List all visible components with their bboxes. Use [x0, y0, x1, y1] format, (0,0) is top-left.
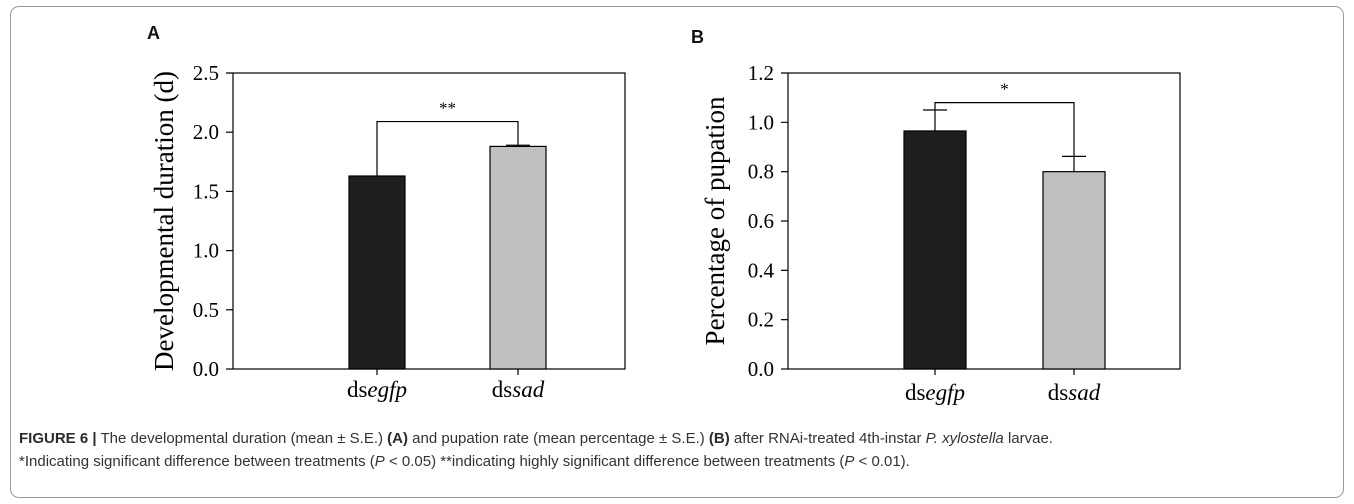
- panel-b-bar: [903, 130, 967, 370]
- panel-b-significance-label: *: [1000, 80, 1009, 99]
- panel-a-ytick-label: 1.5: [193, 179, 219, 203]
- panel-a-significance-label: **: [439, 99, 456, 118]
- panel-a-ylabel: Developmental duration (d): [149, 71, 179, 371]
- panel-b-chart: B 0.0 0.2 0.4 0.6 0.8 1.0 1.2 Percentage of pupa…: [691, 27, 1181, 405]
- panel-b-category-label: dssad: [1048, 380, 1101, 405]
- figure-label: FIGURE 6 |: [19, 430, 97, 447]
- caption-text-6: < 0.05) **indicating highly significant …: [384, 453, 845, 470]
- panel-b-ytick-label: 0.2: [748, 308, 774, 332]
- panel-a-category-label: dssad: [492, 377, 545, 402]
- panel-b-bar: [1042, 171, 1106, 370]
- panel-b-letter: B: [691, 27, 704, 47]
- panel-b-category-prefix: ds: [905, 380, 926, 405]
- panel-a-significance-bracket: [376, 120, 519, 177]
- panel-a-ytick-label: 2.0: [193, 120, 219, 144]
- caption-text-4: larvae.: [1003, 430, 1053, 447]
- panel-b-category-prefix: ds: [1048, 380, 1069, 405]
- panel-a-category-gene: egfp: [367, 377, 407, 402]
- panel-a-category-prefix: ds: [492, 377, 513, 402]
- panel-b-ytick-label: 0.0: [748, 357, 774, 381]
- caption-p-1: P: [374, 453, 385, 470]
- panel-b-plot-frame: [787, 72, 1181, 370]
- caption-ref-b: (B): [708, 430, 730, 447]
- figure-svg: A 0.0 0.5 1.0 1.5 2.0 2.5 Developmental duratio…: [147, 23, 1181, 405]
- figure-frame: A 0.0 0.5 1.0 1.5 2.0 2.5 Developmental duratio…: [10, 6, 1344, 498]
- panel-a-ytick-label: 1.0: [193, 239, 219, 263]
- caption-text-2: and pupation rate (mean percentage ± S.E…: [408, 430, 709, 447]
- caption-text-3: after RNAi-treated 4th-instar: [729, 430, 926, 447]
- panel-b-ytick-label: 0.4: [748, 258, 775, 282]
- panel-a-bar: [489, 145, 547, 370]
- panel-b-ylabel: Percentage of pupation: [700, 96, 730, 345]
- panel-b-category-label: dsegfp: [905, 380, 965, 405]
- panel-b-ytick-label: 1.0: [748, 110, 774, 134]
- panel-b-ytick-label: 1.2: [748, 61, 774, 85]
- panel-a-bar: [348, 175, 406, 370]
- caption-species: P. xylostella: [925, 430, 1004, 447]
- panel-a-ytick-label: 0.0: [193, 357, 219, 381]
- caption-p-2: P: [844, 453, 855, 470]
- panel-a-category-prefix: ds: [347, 377, 368, 402]
- panel-b-category-gene: egfp: [925, 380, 965, 405]
- panel-a-category-gene: sad: [512, 377, 544, 402]
- panel-a-ytick-label: 2.5: [193, 61, 219, 85]
- panel-b-significance-bracket: [934, 101, 1075, 157]
- panel-a-ytick-label: 0.5: [193, 298, 219, 322]
- panel-b-ytick-label: 0.6: [748, 209, 774, 233]
- caption-text-1: The developmental duration (mean ± S.E.): [96, 430, 388, 447]
- caption-text-5: *Indicating significant difference betwe…: [19, 453, 375, 470]
- panel-b-category-gene: sad: [1068, 380, 1100, 405]
- figure-caption: FIGURE 6 | The developmental duration (m…: [19, 427, 1329, 473]
- caption-ref-a: (A): [387, 430, 408, 447]
- caption-text-7: < 0.01).: [854, 453, 910, 470]
- panel-a-category-label: dsegfp: [347, 377, 407, 402]
- panel-a-letter: A: [147, 23, 160, 43]
- panel-a-plot-frame: [232, 72, 626, 370]
- panel-b-ytick-label: 0.8: [748, 160, 774, 184]
- panel-a-chart: A 0.0 0.5 1.0 1.5 2.0 2.5 Developmental duratio…: [147, 23, 626, 402]
